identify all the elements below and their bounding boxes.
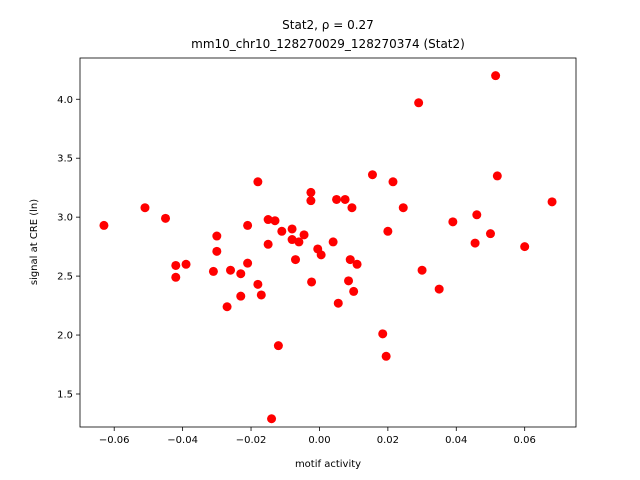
data-point	[520, 242, 530, 252]
data-point	[352, 259, 362, 269]
data-point	[273, 341, 283, 351]
data-point	[263, 239, 273, 249]
data-point	[208, 266, 218, 276]
x-tick-label: −0.06	[99, 435, 130, 446]
data-point	[472, 210, 482, 220]
data-point	[316, 250, 326, 260]
x-tick-label: 0.00	[308, 435, 330, 446]
data-point	[243, 258, 253, 268]
chart-title-line2: mm10_chr10_128270029_128270374 (Stat2)	[191, 37, 465, 51]
y-tick-label: 2.0	[57, 331, 73, 342]
data-point	[383, 226, 393, 236]
data-point	[299, 230, 309, 240]
data-point	[448, 217, 458, 227]
data-point	[181, 259, 191, 269]
data-point	[236, 269, 246, 279]
data-point	[171, 272, 181, 282]
y-tick-label: 2.5	[57, 272, 73, 283]
data-point	[344, 276, 354, 286]
data-point	[212, 246, 222, 256]
data-point	[398, 203, 408, 213]
data-point	[140, 203, 150, 213]
x-tick-label: 0.02	[377, 435, 399, 446]
data-point	[347, 203, 357, 213]
data-point	[263, 215, 273, 225]
data-point	[328, 237, 338, 247]
data-point	[171, 260, 181, 270]
data-point	[349, 286, 359, 296]
data-point	[306, 187, 316, 197]
data-point	[345, 255, 355, 265]
data-point	[417, 265, 427, 275]
data-point	[294, 237, 304, 247]
data-point	[253, 279, 263, 289]
y-tick-label: 3.5	[57, 154, 73, 165]
plot-frame	[79, 57, 577, 428]
data-point	[378, 329, 388, 339]
y-tick-label: 1.5	[57, 389, 73, 400]
data-point	[243, 220, 253, 230]
data-point	[307, 277, 317, 287]
data-point	[99, 220, 109, 230]
data-point	[161, 213, 171, 223]
data-point	[340, 194, 350, 204]
chart-title-line1: Stat2, ρ = 0.27	[282, 18, 374, 32]
data-point	[470, 238, 480, 248]
x-tick-label: 0.04	[445, 435, 467, 446]
x-tick-label: −0.02	[236, 435, 267, 446]
x-axis-label: motif activity	[295, 459, 361, 470]
x-tick-label: −0.04	[167, 435, 198, 446]
data-point	[485, 229, 495, 239]
data-point	[414, 98, 424, 108]
data-point	[491, 71, 501, 81]
data-point	[381, 351, 391, 361]
data-point	[226, 265, 236, 275]
y-tick-label: 4.0	[57, 95, 73, 106]
y-axis-ticks: 1.5 2.0 2.5 3.0 3.5 4.0	[57, 95, 80, 400]
data-point	[547, 197, 557, 207]
data-point	[388, 177, 398, 187]
data-point	[367, 170, 377, 180]
data-point	[277, 226, 287, 236]
x-tick-label: 0.06	[514, 435, 536, 446]
data-point	[492, 171, 502, 181]
data-point	[222, 302, 232, 312]
data-point	[253, 177, 263, 187]
data-point	[291, 255, 301, 265]
data-point	[333, 298, 343, 308]
data-point	[434, 284, 444, 294]
y-tick-label: 3.0	[57, 213, 73, 224]
data-point	[287, 224, 297, 234]
y-axis-label: signal at CRE (ln)	[29, 199, 40, 285]
data-point	[332, 194, 342, 204]
data-point	[267, 414, 277, 424]
data-point	[236, 291, 246, 301]
data-point	[212, 231, 222, 241]
data-points	[99, 71, 557, 424]
data-point	[256, 290, 266, 300]
data-point	[287, 235, 297, 245]
x-axis-ticks: −0.06 −0.04 −0.02 0.00 0.02 0.04 0.06	[99, 427, 536, 446]
data-point	[270, 216, 280, 226]
data-point	[306, 196, 316, 206]
